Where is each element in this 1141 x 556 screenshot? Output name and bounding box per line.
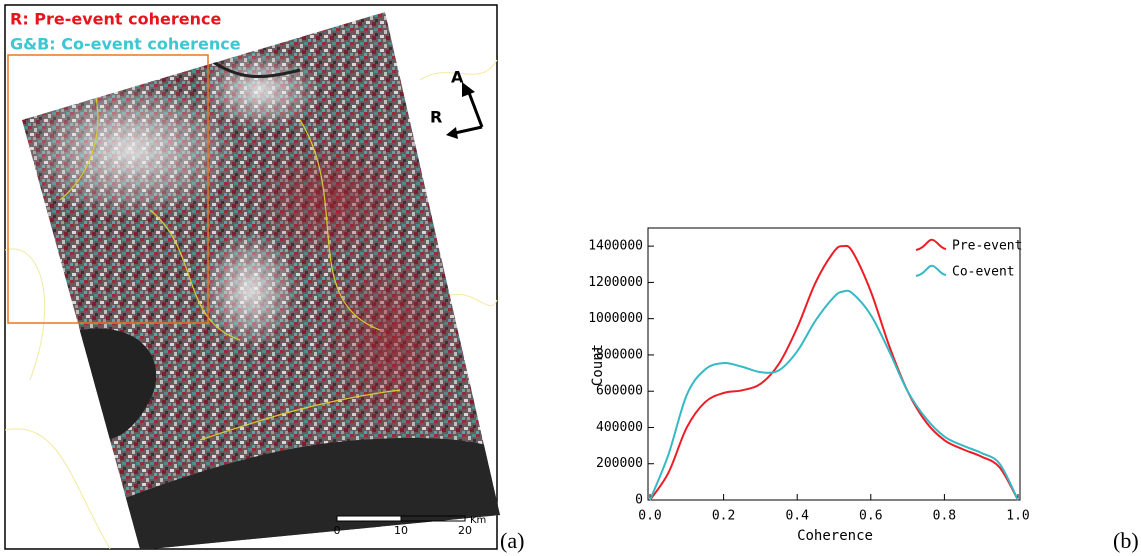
legend-cyan: G&B: Co-event coherence xyxy=(10,35,241,54)
scale-unit: Km xyxy=(470,515,486,526)
x-tick-label: 0.6 xyxy=(859,509,882,524)
scale-tick: 0 xyxy=(334,524,341,537)
scale-tick: 10 xyxy=(394,524,408,537)
x-tick-label: 1.0 xyxy=(1006,509,1029,524)
y-tick-label: 1000000 xyxy=(588,311,643,326)
figure: R: Pre-event coherence G&B: Co-event coh… xyxy=(0,0,1141,556)
azimuth-label: A xyxy=(451,68,464,87)
y-tick-label: 1400000 xyxy=(588,239,643,254)
legend-label: Co-event xyxy=(952,265,1015,280)
y-tick-label: 0 xyxy=(635,493,643,508)
x-tick-label: 0.4 xyxy=(785,509,809,524)
x-tick-label: 0.2 xyxy=(712,509,735,524)
x-tick-label: 0.8 xyxy=(933,509,956,524)
y-tick-label: 400000 xyxy=(596,420,643,435)
y-tick-label: 600000 xyxy=(596,384,643,399)
y-tick-label: 800000 xyxy=(596,347,643,362)
x-tick-label: 0.0 xyxy=(638,509,661,524)
legend-label: Pre-event xyxy=(952,239,1022,254)
y-tick-label: 1200000 xyxy=(588,275,643,290)
x-axis-title: Coherence xyxy=(797,528,873,544)
y-tick-label: 200000 xyxy=(596,456,643,471)
range-label: R xyxy=(430,108,442,127)
panel-label: (b) xyxy=(1113,528,1139,553)
panel-label: (a) xyxy=(500,528,524,553)
legend-red: R: Pre-event coherence xyxy=(10,10,221,29)
figure-svg: R: Pre-event coherence G&B: Co-event coh… xyxy=(0,0,1141,556)
